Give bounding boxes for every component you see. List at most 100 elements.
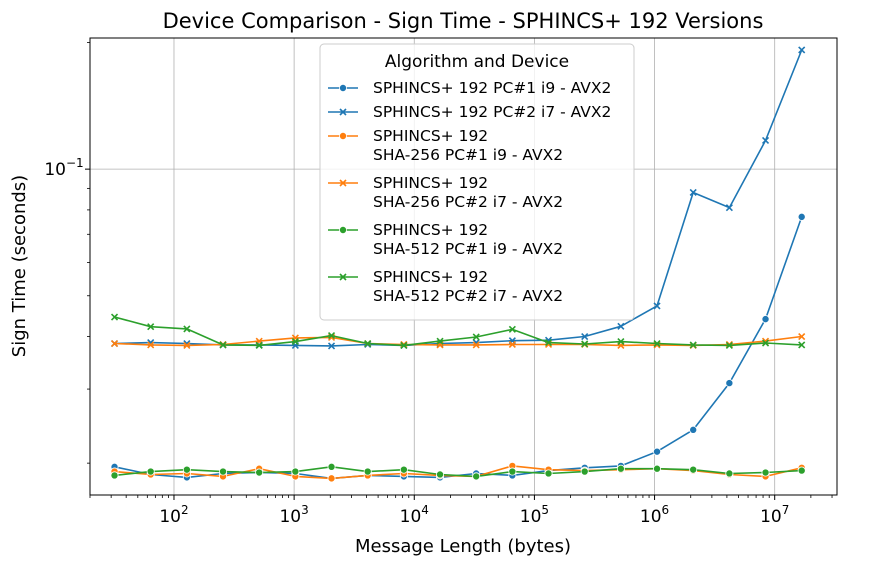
data-point-stroke bbox=[798, 46, 806, 54]
legend-marker bbox=[339, 273, 347, 281]
legend-marker-stroke bbox=[339, 108, 347, 116]
data-point bbox=[219, 341, 227, 349]
data-point-stroke bbox=[472, 341, 480, 349]
x-tick-label-exponent: 5 bbox=[541, 503, 549, 517]
legend-label: SHA-512 PC#2 i7 - AVX2 bbox=[373, 287, 563, 305]
series-line bbox=[114, 316, 802, 347]
data-point bbox=[147, 323, 155, 331]
data-point-stroke bbox=[508, 325, 516, 333]
data-point-stroke bbox=[400, 341, 408, 349]
data-point bbox=[472, 472, 481, 481]
legend-entries: SPHINCS+ 192 PC#1 i9 - AVX2 SPHINCS+ 192 … bbox=[328, 79, 611, 305]
data-point-stroke bbox=[761, 339, 770, 347]
data-point bbox=[219, 467, 228, 476]
data-point bbox=[327, 474, 336, 483]
x-tick-label-exponent: 7 bbox=[782, 503, 790, 517]
data-point bbox=[327, 332, 336, 340]
data-point bbox=[581, 332, 589, 341]
series-6 bbox=[110, 313, 806, 349]
data-point bbox=[544, 338, 553, 347]
data-point bbox=[617, 338, 625, 346]
data-point bbox=[761, 315, 770, 324]
data-point-stroke bbox=[219, 341, 227, 349]
data-point bbox=[363, 467, 372, 476]
data-point bbox=[400, 341, 408, 349]
series-line bbox=[114, 465, 802, 478]
plot-frame bbox=[89, 37, 838, 496]
legend-label: SPHINCS+ 192 bbox=[373, 221, 488, 239]
legend-marker bbox=[339, 179, 347, 187]
data-point bbox=[508, 467, 517, 476]
data-point bbox=[472, 341, 480, 349]
legend-box bbox=[319, 43, 635, 321]
data-point bbox=[797, 466, 806, 475]
data-point bbox=[689, 188, 697, 197]
data-point bbox=[725, 341, 733, 349]
legend-label: SPHINCS+ 192 bbox=[373, 174, 488, 192]
data-point bbox=[725, 204, 733, 212]
data-point-stroke bbox=[617, 338, 625, 346]
data-point bbox=[725, 379, 734, 388]
data-point-stroke bbox=[544, 338, 553, 347]
data-point bbox=[146, 467, 155, 476]
legend-title: Algorithm and Device bbox=[385, 52, 569, 72]
data-point-stroke bbox=[653, 339, 661, 348]
data-point-stroke bbox=[327, 342, 336, 350]
legend-entry-2: SPHINCS+ 192 PC#2 i7 - AVX2 bbox=[328, 103, 611, 121]
data-point bbox=[797, 212, 806, 221]
data-point bbox=[798, 341, 806, 349]
data-point bbox=[110, 471, 119, 480]
legend-marker bbox=[339, 108, 347, 116]
x-axis-label: Message Length (bytes) bbox=[355, 536, 571, 557]
data-point bbox=[110, 339, 119, 348]
data-point-stroke bbox=[436, 337, 444, 345]
data-point bbox=[364, 339, 372, 348]
data-point bbox=[761, 136, 770, 145]
legend-label: SPHINCS+ 192 bbox=[373, 268, 488, 286]
series-layer bbox=[110, 46, 806, 483]
data-point-stroke bbox=[472, 333, 480, 341]
legend-label: SPHINCS+ 192 PC#2 i7 - AVX2 bbox=[373, 103, 611, 121]
data-point-stroke bbox=[291, 338, 299, 346]
data-point-stroke bbox=[508, 340, 516, 349]
data-point bbox=[689, 465, 698, 474]
data-point-stroke bbox=[110, 313, 119, 321]
data-point bbox=[616, 464, 625, 473]
data-point-stroke bbox=[183, 325, 191, 333]
data-point-stroke bbox=[689, 188, 697, 197]
data-point-stroke bbox=[617, 322, 625, 330]
data-point-stroke bbox=[689, 341, 697, 349]
data-point bbox=[761, 339, 770, 347]
data-point-stroke bbox=[653, 302, 661, 310]
y-tick-label: 10−1 bbox=[44, 156, 83, 180]
data-point bbox=[689, 341, 697, 349]
series-5 bbox=[110, 462, 806, 481]
x-tick-label-exponent: 6 bbox=[662, 503, 670, 517]
legend-marker-stroke bbox=[339, 273, 347, 281]
data-point bbox=[255, 468, 264, 477]
data-point-stroke bbox=[761, 136, 770, 145]
data-point-stroke bbox=[110, 339, 119, 348]
legend-label: SHA-256 PC#1 i9 - AVX2 bbox=[373, 146, 563, 164]
data-point-stroke bbox=[255, 341, 263, 349]
data-point bbox=[508, 340, 516, 349]
data-point bbox=[689, 425, 698, 434]
data-point bbox=[255, 341, 263, 349]
data-point bbox=[147, 341, 155, 349]
data-point-stroke bbox=[147, 341, 155, 349]
data-point-stroke bbox=[581, 340, 589, 348]
x-tick-label-exponent: 3 bbox=[301, 503, 309, 517]
data-point-stroke bbox=[364, 339, 372, 348]
legend-marker bbox=[338, 131, 347, 140]
legend: Algorithm and Device SPHINCS+ 192 PC#1 i… bbox=[319, 43, 635, 321]
data-point-stroke bbox=[725, 204, 733, 212]
data-point-stroke bbox=[798, 332, 806, 341]
y-tick-label-exponent: −1 bbox=[66, 156, 84, 170]
data-point bbox=[653, 339, 661, 348]
x-tick-label-exponent: 4 bbox=[421, 503, 429, 517]
legend-marker-stroke bbox=[339, 179, 347, 187]
data-point bbox=[653, 447, 662, 456]
